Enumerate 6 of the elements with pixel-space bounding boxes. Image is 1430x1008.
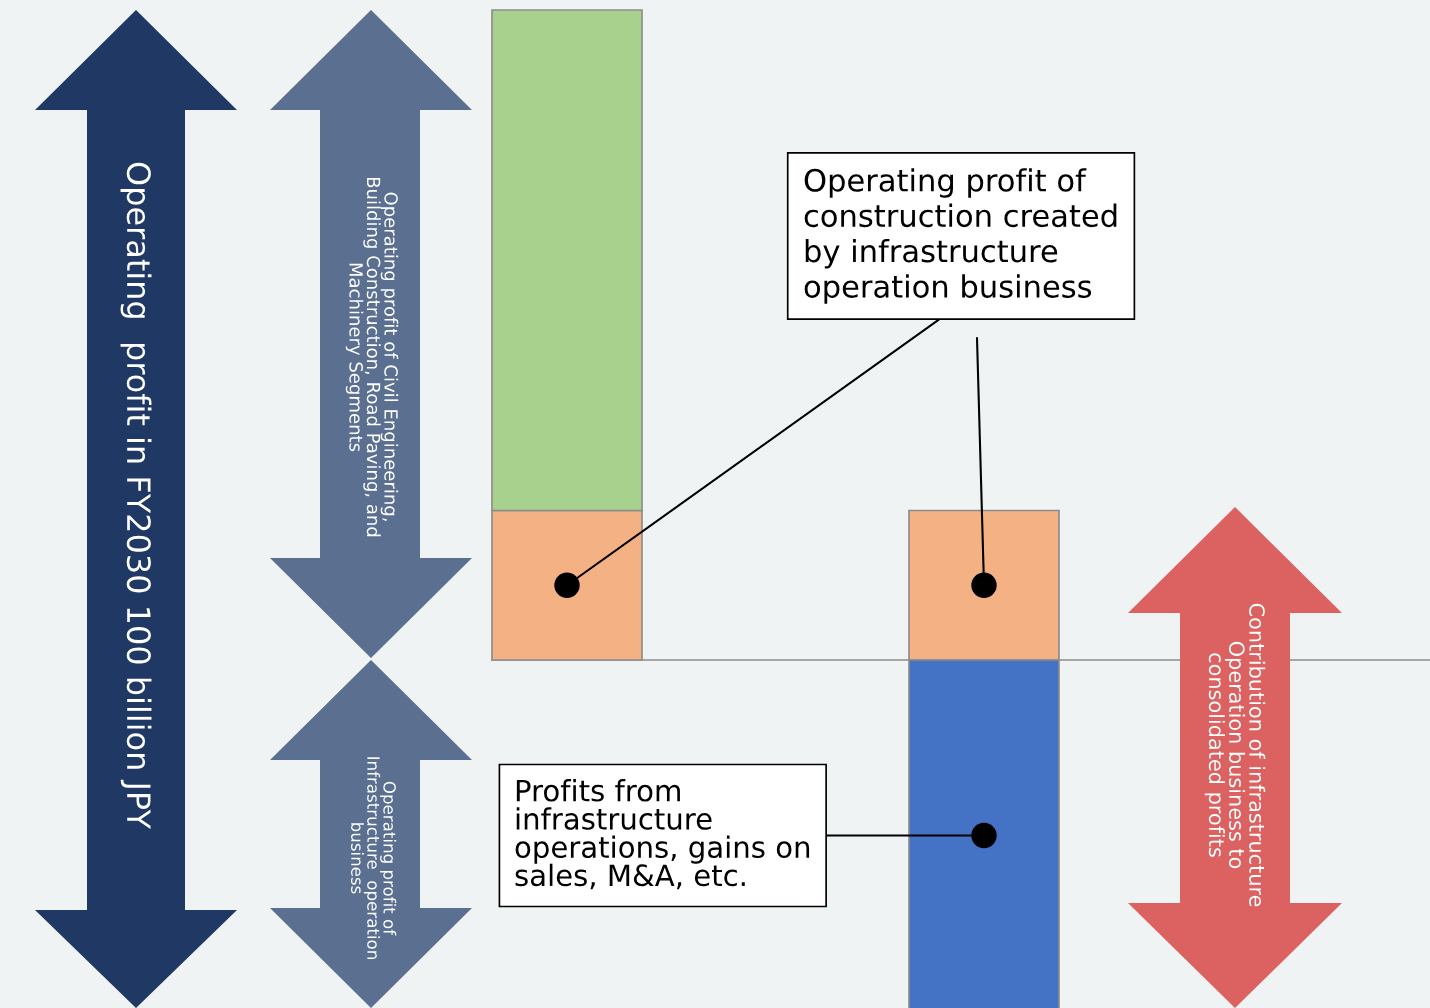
annotation: Operating profit of construction created by infrastructure operation business [804,168,1117,304]
text: Operating profit of Civil Engineering, Building Construction, Road Paving, and Machinery Segments [345,177,399,537]
annotation: Contribution of infrastructure Operation business to consolidated profits [1204,603,1266,907]
annotation: Profits from infrastructure operations, gains on sales, M&A, etc. [515,779,810,890]
text: Operating profit in FY2030 100 billion JPY [120,162,152,830]
text: Operating profit of Infrastructure operation business [351,757,397,959]
